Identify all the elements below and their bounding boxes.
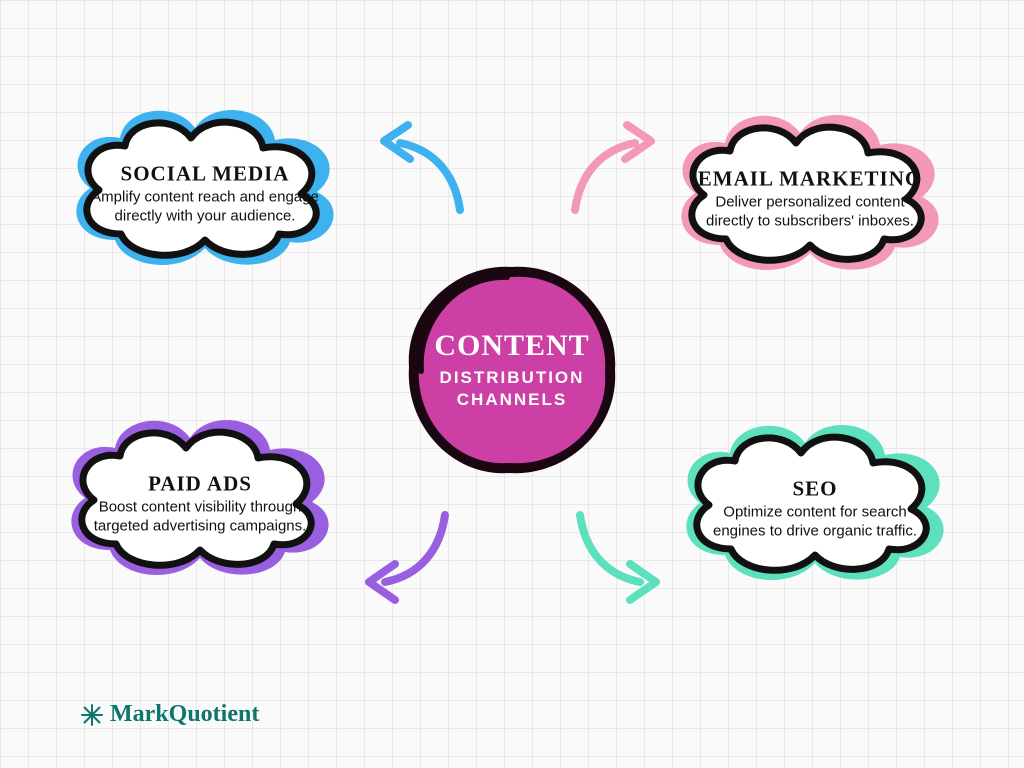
brand-asterisk-icon bbox=[80, 703, 104, 727]
center-subtitle: DISTRIBUTION CHANNELS bbox=[412, 367, 612, 411]
cloud-title: EMAIL MARKETING bbox=[695, 167, 925, 192]
cloud-desc: Amplify content reach and engage directl… bbox=[90, 189, 320, 227]
cloud-title: SOCIAL MEDIA bbox=[90, 162, 320, 187]
cloud-seo: SEO Optimize content for search engines … bbox=[665, 405, 965, 605]
brand-logo: MarkQuotient bbox=[80, 701, 259, 728]
cloud-title: SEO bbox=[700, 477, 930, 502]
brand-name: MarkQuotient bbox=[110, 701, 259, 728]
cloud-desc: Boost content visibility through targete… bbox=[85, 499, 315, 537]
center-title: CONTENT bbox=[412, 329, 612, 363]
arrow-icon bbox=[555, 115, 665, 225]
cloud-desc: Deliver personalized content directly to… bbox=[695, 194, 925, 232]
arrow-to-paid-ads bbox=[355, 500, 465, 610]
cloud-title: PAID ADS bbox=[85, 472, 315, 497]
arrow-to-seo bbox=[560, 500, 670, 610]
arrow-to-email-marketing bbox=[555, 115, 665, 225]
cloud-social-media: SOCIAL MEDIA Amplify content reach and e… bbox=[55, 90, 355, 290]
cloud-desc: Optimize content for search engines to d… bbox=[700, 504, 930, 542]
arrow-icon bbox=[370, 115, 480, 225]
arrow-icon bbox=[560, 500, 670, 610]
center-node: CONTENT DISTRIBUTION CHANNELS bbox=[397, 255, 627, 485]
cloud-email-marketing: EMAIL MARKETING Deliver personalized con… bbox=[660, 95, 960, 295]
arrow-icon bbox=[355, 500, 465, 610]
arrow-to-social-media bbox=[370, 115, 480, 225]
cloud-paid-ads: PAID ADS Boost content visibility throug… bbox=[50, 400, 350, 600]
